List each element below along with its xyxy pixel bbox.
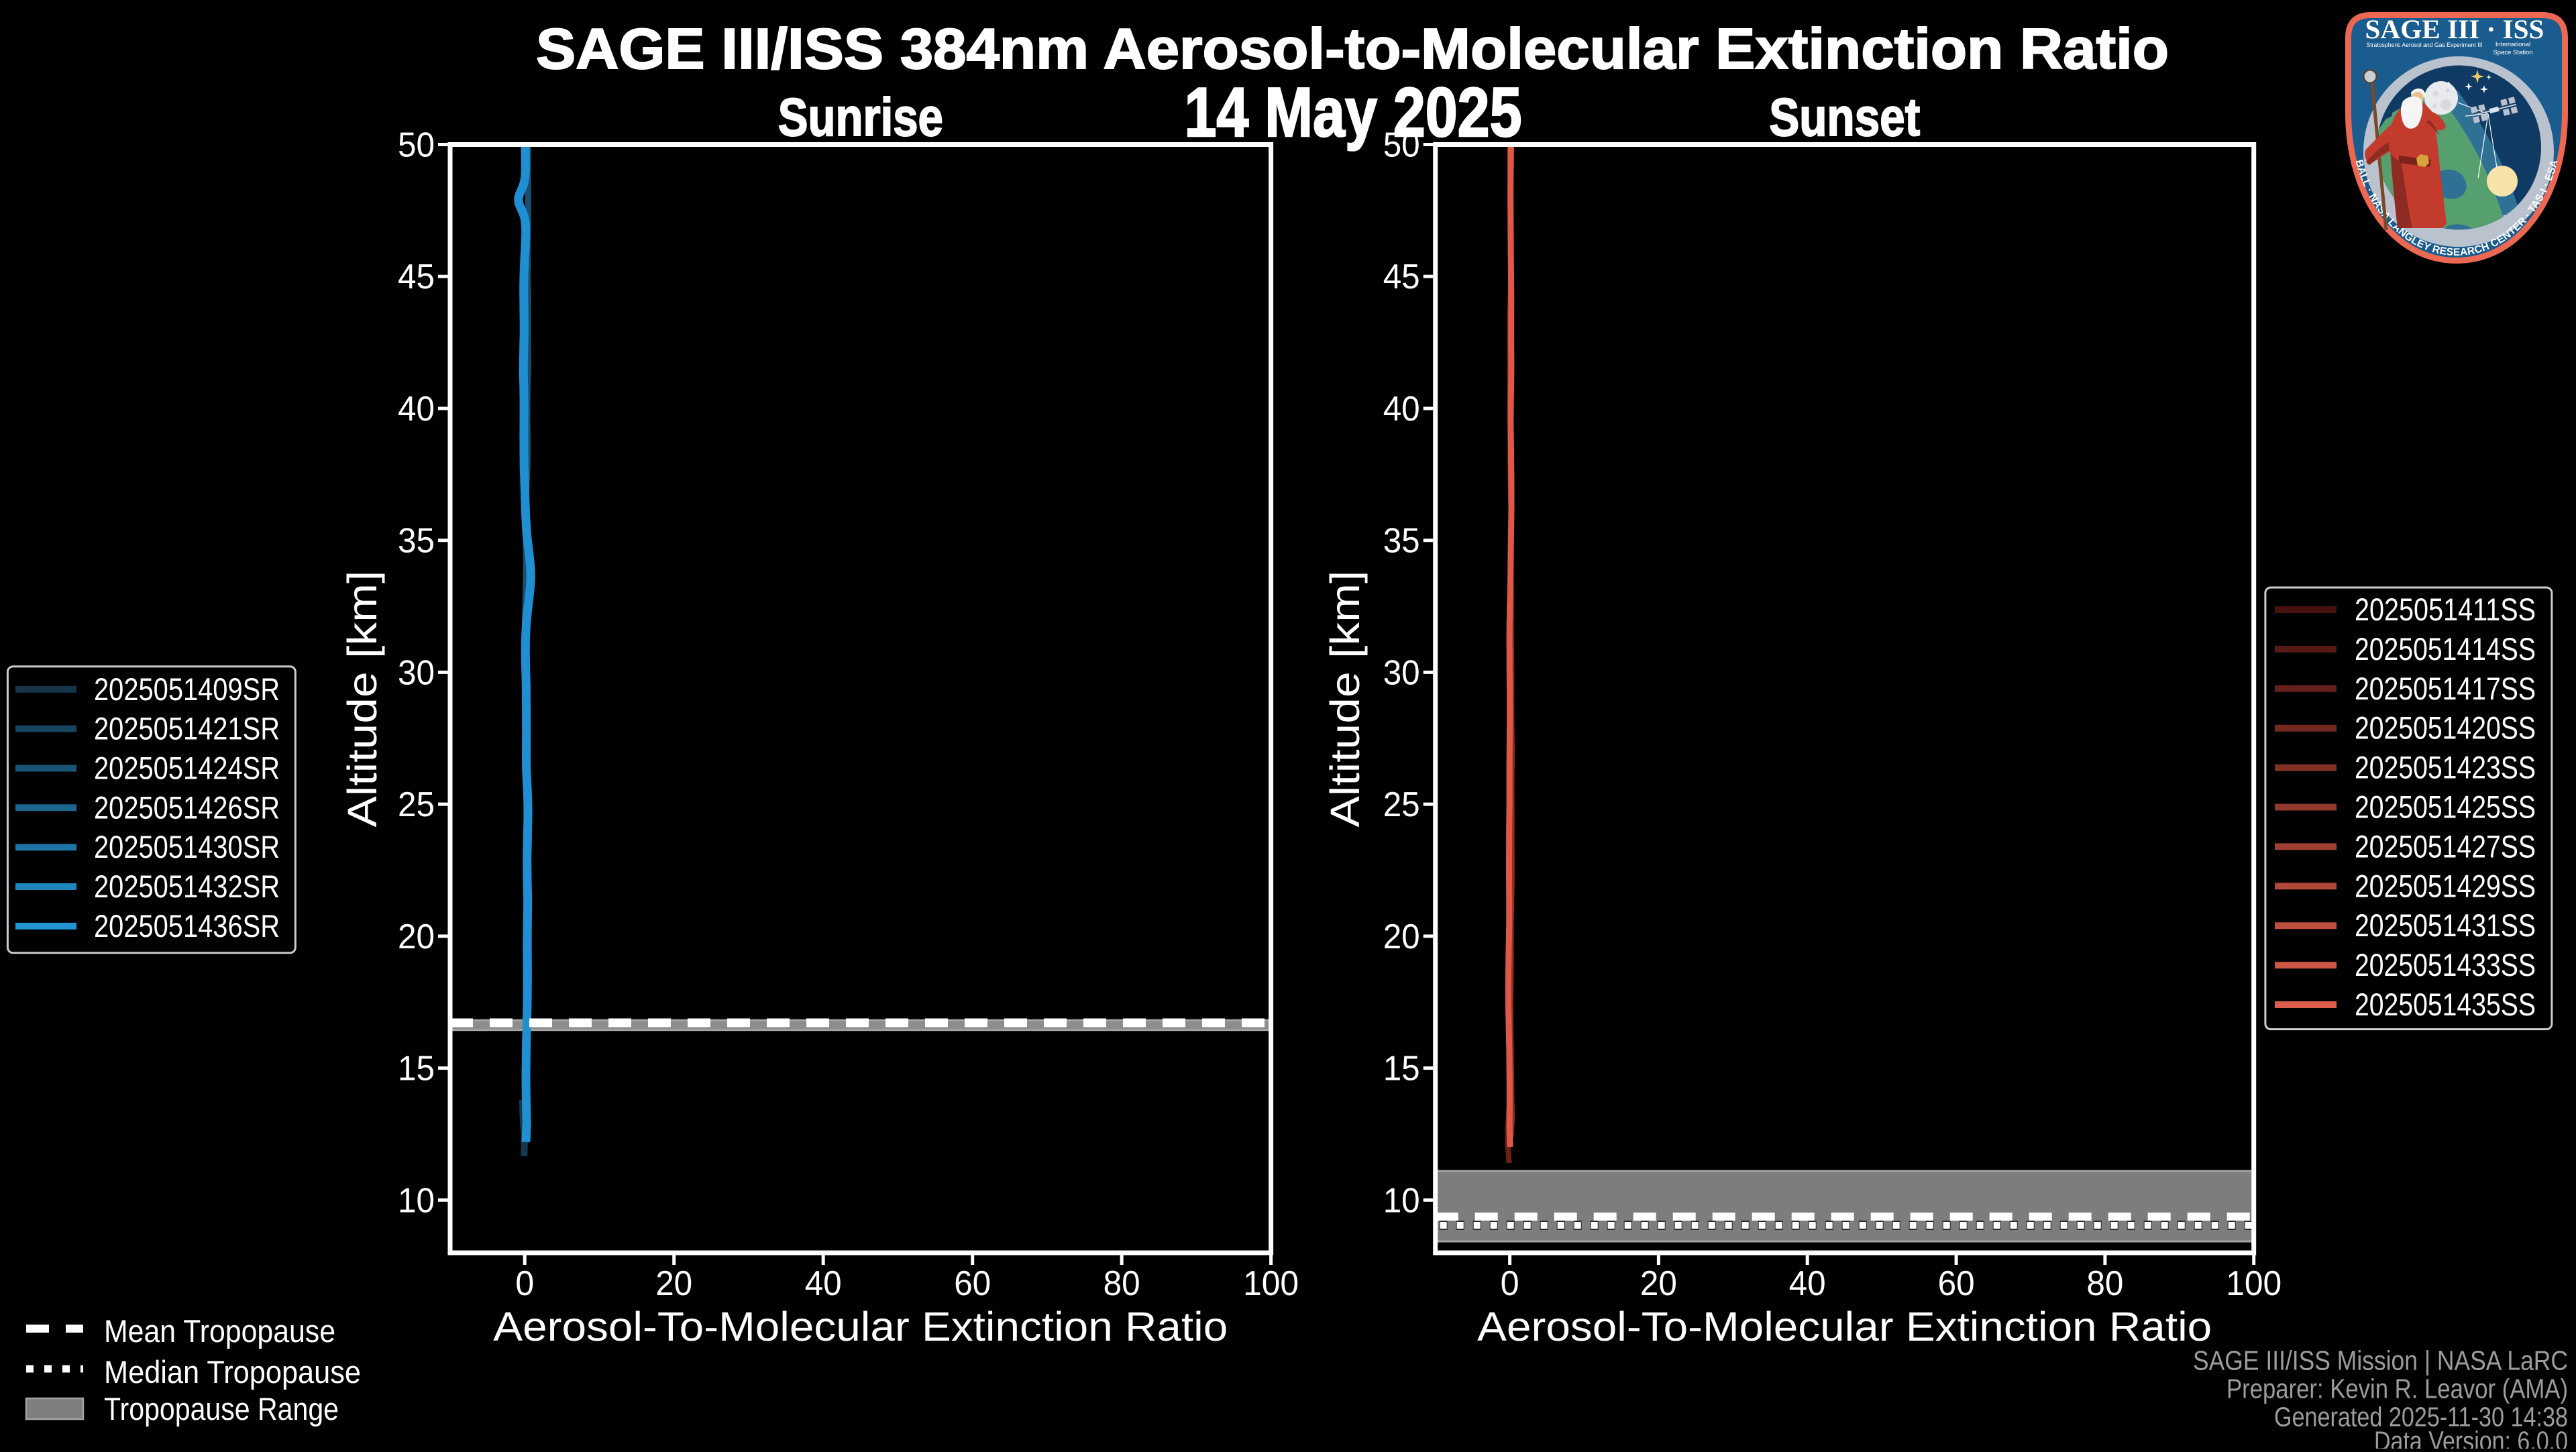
svg-text:2025051426SR: 2025051426SR <box>94 789 280 825</box>
svg-text:0: 0 <box>515 1264 534 1303</box>
svg-text:25: 25 <box>1383 785 1420 824</box>
svg-text:40: 40 <box>1383 390 1420 429</box>
svg-text:Median Tropopause: Median Tropopause <box>104 1354 361 1390</box>
svg-text:Tropopause Range: Tropopause Range <box>104 1391 339 1427</box>
svg-text:2025051433SS: 2025051433SS <box>2355 947 2536 983</box>
svg-text:45: 45 <box>398 258 435 296</box>
svg-text:2025051411SS: 2025051411SS <box>2355 592 2536 627</box>
svg-text:20: 20 <box>1383 917 1420 956</box>
svg-text:30: 30 <box>1383 653 1420 692</box>
svg-text:100: 100 <box>1243 1264 1299 1303</box>
svg-text:2025051429SS: 2025051429SS <box>2355 868 2536 903</box>
svg-text:40: 40 <box>805 1264 842 1303</box>
svg-text:Space Station: Space Station <box>2493 49 2532 56</box>
svg-text:50: 50 <box>1383 126 1420 165</box>
svg-text:SAGE III/ISS 384nm Aerosol-to-: SAGE III/ISS 384nm Aerosol-to-Molecular … <box>536 17 2169 81</box>
svg-text:40: 40 <box>1789 1264 1826 1303</box>
svg-text:Aerosol-To-Molecular Extinctio: Aerosol-To-Molecular Extinction Ratio <box>1477 1304 2212 1349</box>
svg-text:SAGE III · ISS: SAGE III · ISS <box>2365 14 2544 44</box>
svg-text:2025051417SS: 2025051417SS <box>2355 671 2536 706</box>
svg-text:0: 0 <box>1501 1264 1519 1303</box>
svg-text:10: 10 <box>398 1181 435 1220</box>
svg-text:30: 30 <box>398 653 435 692</box>
svg-text:2025051432SR: 2025051432SR <box>94 869 280 904</box>
svg-text:International: International <box>2496 41 2530 48</box>
svg-text:2025051424SR: 2025051424SR <box>94 750 280 786</box>
svg-text:Stratospheric Aerosol and Gas: Stratospheric Aerosol and Gas Experiment… <box>2367 42 2483 49</box>
svg-text:2025051436SR: 2025051436SR <box>94 908 280 944</box>
svg-text:2025051435SS: 2025051435SS <box>2355 987 2536 1022</box>
svg-text:35: 35 <box>1383 522 1420 561</box>
svg-text:80: 80 <box>2086 1264 2123 1303</box>
svg-text:100: 100 <box>2226 1264 2282 1303</box>
svg-text:20: 20 <box>1640 1264 1677 1303</box>
svg-text:60: 60 <box>954 1264 991 1303</box>
svg-text:2025051421SR: 2025051421SR <box>94 711 280 746</box>
svg-text:Altitude [km]: Altitude [km] <box>339 571 385 828</box>
svg-text:80: 80 <box>1104 1264 1140 1303</box>
svg-text:Sunset: Sunset <box>1769 87 1920 147</box>
svg-text:60: 60 <box>1938 1264 1975 1303</box>
svg-text:Aerosol-To-Molecular Extinctio: Aerosol-To-Molecular Extinction Ratio <box>493 1304 1228 1349</box>
svg-text:2025051431SS: 2025051431SS <box>2355 907 2536 943</box>
svg-text:2025051420SS: 2025051420SS <box>2355 710 2536 746</box>
svg-text:50: 50 <box>398 126 435 165</box>
svg-text:2025051425SS: 2025051425SS <box>2355 789 2536 825</box>
svg-text:15: 15 <box>1383 1050 1420 1088</box>
svg-text:15: 15 <box>398 1050 435 1088</box>
svg-text:2025051414SS: 2025051414SS <box>2355 631 2536 667</box>
svg-text:Mean Tropopause: Mean Tropopause <box>104 1313 335 1349</box>
svg-text:40: 40 <box>398 390 435 429</box>
svg-text:Altitude [km]: Altitude [km] <box>1322 571 1368 828</box>
svg-text:2025051409SR: 2025051409SR <box>94 671 280 707</box>
svg-text:2025051430SR: 2025051430SR <box>94 829 280 864</box>
svg-text:25: 25 <box>398 785 435 824</box>
svg-text:SAGE III/ISS Mission | NASA La: SAGE III/ISS Mission | NASA LaRC <box>2193 1345 2568 1376</box>
svg-text:20: 20 <box>655 1264 692 1303</box>
svg-text:35: 35 <box>398 522 435 561</box>
svg-text:Data Version: 6.0.0: Data Version: 6.0.0 <box>2374 1426 2568 1449</box>
svg-text:14 May 2025: 14 May 2025 <box>1185 74 1522 152</box>
svg-text:2025051423SS: 2025051423SS <box>2355 750 2536 785</box>
svg-text:45: 45 <box>1383 258 1420 296</box>
svg-text:Preparer: Kevin R. Leavor (AMA: Preparer: Kevin R. Leavor (AMA) <box>2226 1374 2568 1404</box>
svg-text:2025051427SS: 2025051427SS <box>2355 828 2536 864</box>
svg-text:Sunrise: Sunrise <box>778 87 943 147</box>
svg-text:10: 10 <box>1383 1181 1420 1220</box>
svg-text:Generated 2025-11-30 14:38: Generated 2025-11-30 14:38 <box>2274 1402 2568 1433</box>
svg-text:20: 20 <box>398 917 435 956</box>
